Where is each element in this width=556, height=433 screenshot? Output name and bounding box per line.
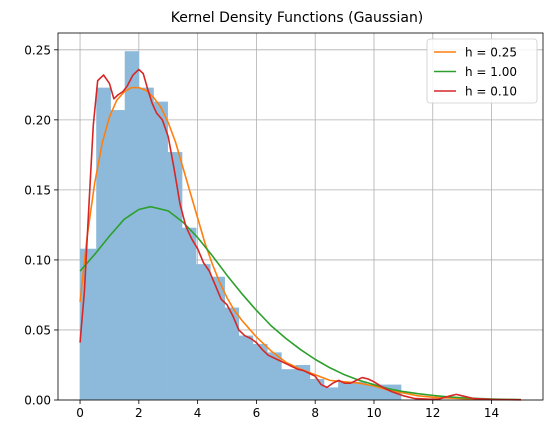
histogram-bar xyxy=(167,152,183,400)
histogram-bar xyxy=(324,387,339,400)
x-tick-label: 8 xyxy=(311,406,319,420)
y-tick-label: 0.10 xyxy=(24,253,51,267)
y-tick-label: 0.15 xyxy=(24,183,51,197)
histogram-bar xyxy=(210,276,225,400)
axes: 0 2 4 6 8 10 12 14 0.00 0.05 0.10 0.15 0.20 0.25 xyxy=(24,32,544,420)
x-tick-label: 14 xyxy=(484,406,499,420)
histogram-bar xyxy=(196,264,211,400)
histogram-bar xyxy=(267,352,282,400)
y-tick-label: 0.20 xyxy=(24,113,51,127)
legend: h = 0.25 h = 1.00 h = 0.10 xyxy=(426,38,538,104)
legend-box xyxy=(426,38,538,104)
y-tick-label: 0.05 xyxy=(24,323,51,337)
x-tick-label: 2 xyxy=(135,406,143,420)
chart-title: Kernel Density Functions (Gaussian) xyxy=(171,10,424,26)
histogram-bar xyxy=(366,384,402,400)
histogram-bar xyxy=(252,343,268,400)
histogram-bar xyxy=(182,227,197,400)
histogram-bar xyxy=(138,87,154,401)
histogram-bar xyxy=(352,381,367,400)
histogram-bar xyxy=(281,369,296,400)
histogram-bar xyxy=(295,364,311,400)
series-line-h-0-10 xyxy=(79,68,521,401)
x-tick-label: 0 xyxy=(76,406,84,420)
y-tick-label: 0.00 xyxy=(24,394,51,408)
histogram-bar xyxy=(238,335,254,400)
legend-label: h = 0.10 xyxy=(465,85,517,99)
legend-label: h = 0.25 xyxy=(465,46,517,60)
x-tick-label: 4 xyxy=(194,406,202,420)
histogram-bar xyxy=(124,51,140,400)
x-tick-label: 10 xyxy=(366,406,381,420)
histogram-bar xyxy=(153,101,168,401)
histogram-bar xyxy=(309,378,325,400)
legend-label: h = 1.00 xyxy=(465,65,517,79)
histogram-bar xyxy=(110,110,126,400)
kde-series xyxy=(79,68,521,401)
x-tick-label: 12 xyxy=(425,406,440,420)
histogram-bar xyxy=(338,381,353,400)
axes-frame xyxy=(57,32,544,401)
histogram-bar xyxy=(224,307,240,400)
histogram-bar xyxy=(80,248,97,400)
x-tick-label: 6 xyxy=(253,406,261,420)
y-tick-label: 0.25 xyxy=(24,43,51,57)
